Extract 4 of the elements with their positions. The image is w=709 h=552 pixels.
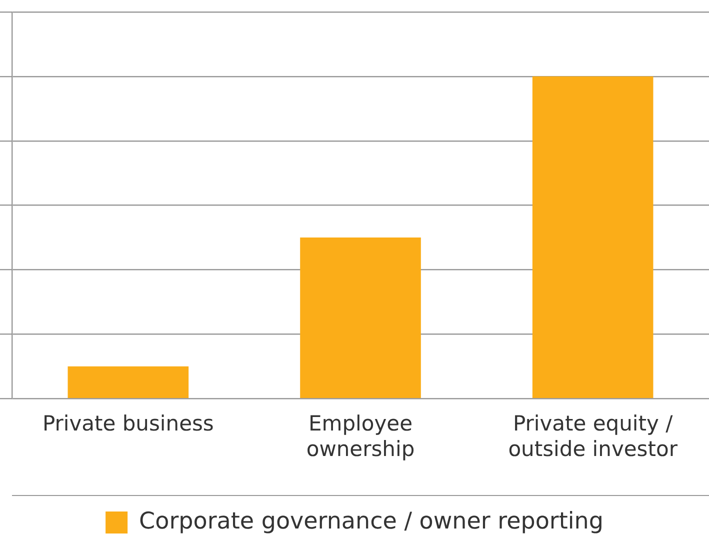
x-tick-label: Employee ownership <box>306 412 415 461</box>
legend-label: Corporate governance / owner reporting <box>139 508 604 534</box>
x-tick-label: Private business <box>42 412 214 436</box>
x-tick-label: Private equity / outside investor <box>508 412 678 461</box>
